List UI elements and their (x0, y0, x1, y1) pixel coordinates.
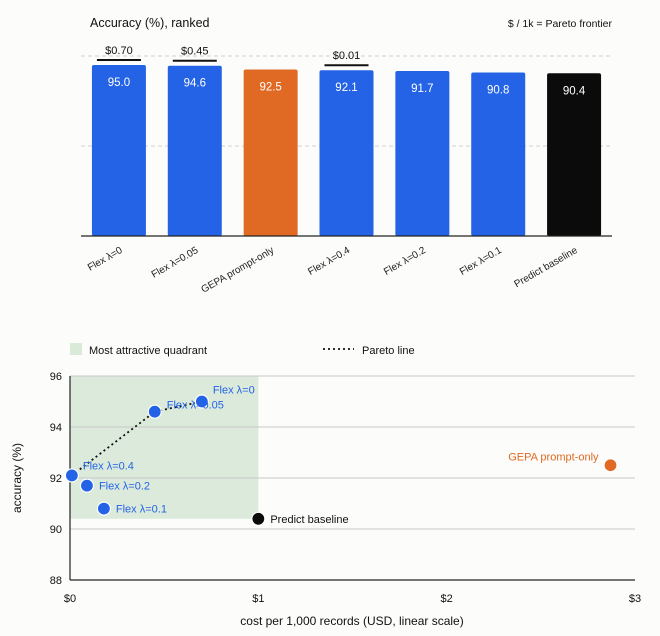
scatter-point (96, 501, 112, 516)
scatter-point (194, 394, 209, 409)
point-label: Flex λ=0.1 (116, 504, 167, 516)
attractive-quadrant (70, 376, 259, 519)
chart-title: Accuracy (%), ranked (90, 16, 210, 30)
x-tick-label: GEPA prompt-only (200, 245, 277, 296)
scatter-point (147, 404, 162, 419)
scatter-points: Flex λ=0 Flex λ=0.05 Flex λ=0.4 Flex λ=0.2 F… (64, 385, 618, 526)
y-tick-label: 88 (50, 575, 62, 587)
x-tick-label: Flex λ=0.1 (458, 245, 504, 278)
x-tick-label: $3 (629, 593, 641, 605)
bar (167, 65, 222, 236)
x-tick-label: Flex λ=0.4 (306, 245, 352, 278)
legend-pareto-label: Pareto line (362, 345, 415, 357)
legend-quadrant-swatch (70, 343, 82, 355)
bar-value-label: 92.1 (335, 82, 357, 94)
point-label: GEPA prompt-only (508, 451, 599, 463)
point-label: Flex λ=0.4 (83, 460, 134, 472)
y-tick-label: 92 (50, 473, 62, 485)
bar (471, 72, 526, 236)
scatter-point (64, 468, 79, 483)
x-axis-label: cost per 1,000 records (USD, linear scal… (240, 614, 463, 628)
x-tick-label: Predict baseline (512, 245, 579, 290)
bar-value-label: 92.5 (259, 82, 281, 94)
x-tick-label: $1 (252, 593, 264, 605)
point-label: Flex λ=0 (213, 385, 255, 397)
bars: 95.0 $0.70 Flex λ=0 94.6 $0.45 Flex λ=0.05 92.… (86, 45, 602, 296)
x-tick-label: $2 (441, 593, 453, 605)
scatter-chart: Most attractive quadrant Pareto line 88 9… (10, 343, 641, 628)
x-tick-label: $0 (64, 593, 76, 605)
bar-chart: Accuracy (%), ranked $ / 1k = Pareto fro… (81, 16, 612, 296)
point-label: Flex λ=0.05 (167, 400, 224, 412)
bar (547, 73, 602, 236)
point-label: Predict baseline (270, 514, 348, 526)
y-axis-label: accuracy (%) (10, 443, 24, 513)
bar (243, 69, 298, 236)
bar (395, 70, 450, 236)
pareto-cost-label: $0.70 (105, 45, 133, 57)
x-tick-label: Flex λ=0 (86, 245, 125, 274)
y-tick-label: 96 (50, 371, 62, 383)
x-tick-label: Flex λ=0.2 (382, 245, 428, 278)
bar-value-label: 94.6 (184, 78, 206, 90)
y-tick-label: 90 (50, 524, 62, 536)
bar (91, 65, 146, 236)
scatter-point (79, 478, 95, 493)
x-tick-label: Flex λ=0.05 (150, 245, 201, 281)
pareto-cost-label: $0.45 (181, 46, 209, 58)
bar-value-label: 95.0 (108, 77, 130, 89)
bar (319, 70, 374, 236)
bar-value-label: 91.7 (411, 83, 433, 95)
point-label: Flex λ=0.2 (99, 481, 150, 493)
bar-value-label: 90.4 (563, 85, 586, 97)
scatter-gridlines (70, 375, 635, 530)
legend-quadrant-label: Most attractive quadrant (89, 345, 207, 357)
pareto-line (71, 400, 203, 477)
scatter-point (251, 511, 266, 526)
pareto-cost-label: $0.01 (333, 50, 361, 62)
scatter-point (603, 458, 618, 473)
y-tick-label: 94 (50, 422, 62, 434)
bar-value-label: 90.8 (487, 85, 509, 97)
chart-note: $ / 1k = Pareto frontier (508, 18, 613, 30)
